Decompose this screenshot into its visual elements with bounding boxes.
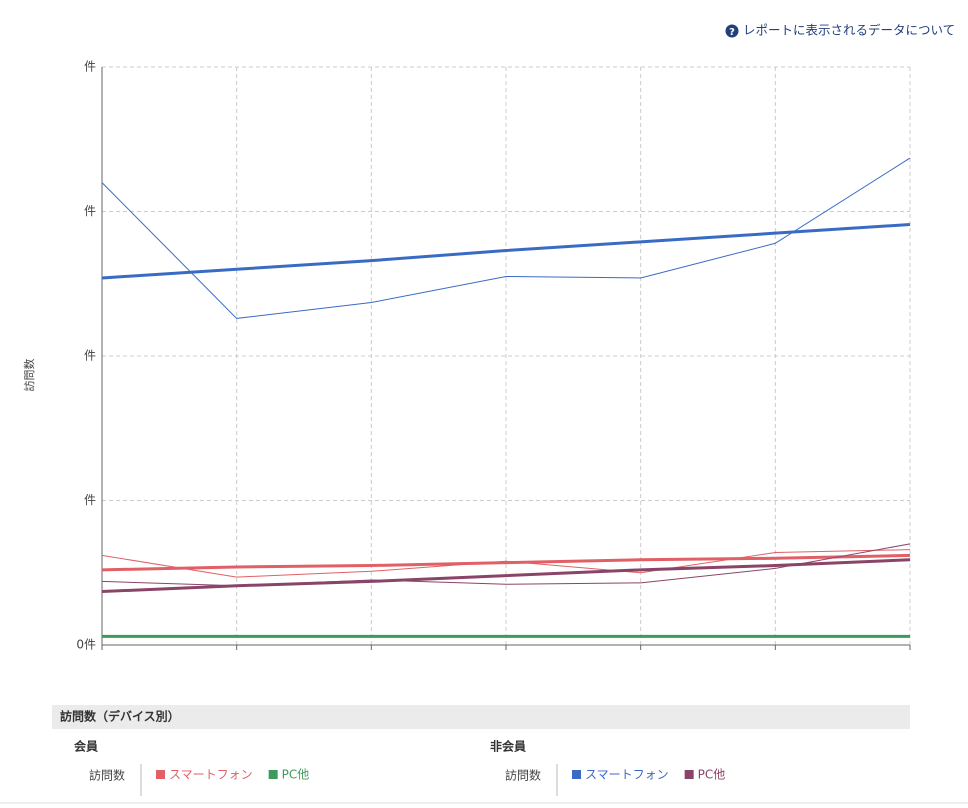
legend-measure: 訪問数 (89, 768, 125, 783)
legend-label: スマートフォン (585, 768, 669, 782)
legend-label: PC他 (698, 768, 726, 782)
trend-line (101, 558, 911, 594)
legend-swatch (268, 770, 278, 779)
y-tick-label: 件 (84, 349, 96, 363)
series-line (101, 157, 911, 319)
y-axis-label: 訪問数 (22, 359, 36, 392)
legend-label: スマートフォン (169, 768, 253, 782)
y-tick-label: 件 (84, 493, 96, 507)
trend-line (101, 553, 911, 572)
y-tick-label: 件 (84, 60, 96, 74)
y-tick-label: 0件 (76, 638, 96, 652)
y-tick-label: 件 (84, 204, 96, 218)
legend-label: PC他 (282, 768, 310, 782)
legend-swatch (684, 770, 694, 779)
legend-swatch (156, 770, 165, 779)
help-icon[interactable] (725, 24, 739, 38)
legend-header (52, 705, 910, 729)
legend-swatch (572, 770, 581, 779)
help-link[interactable]: レポートに表示されるデータについて (743, 23, 955, 38)
legend-group: 非会員 (490, 739, 526, 754)
legend-measure: 訪問数 (505, 768, 541, 783)
legend-title: 訪問数（デバイス別） (60, 709, 180, 724)
trend-line (101, 223, 911, 280)
help-icon-mark: ? (729, 27, 735, 38)
legend-group: 会員 (74, 739, 98, 754)
